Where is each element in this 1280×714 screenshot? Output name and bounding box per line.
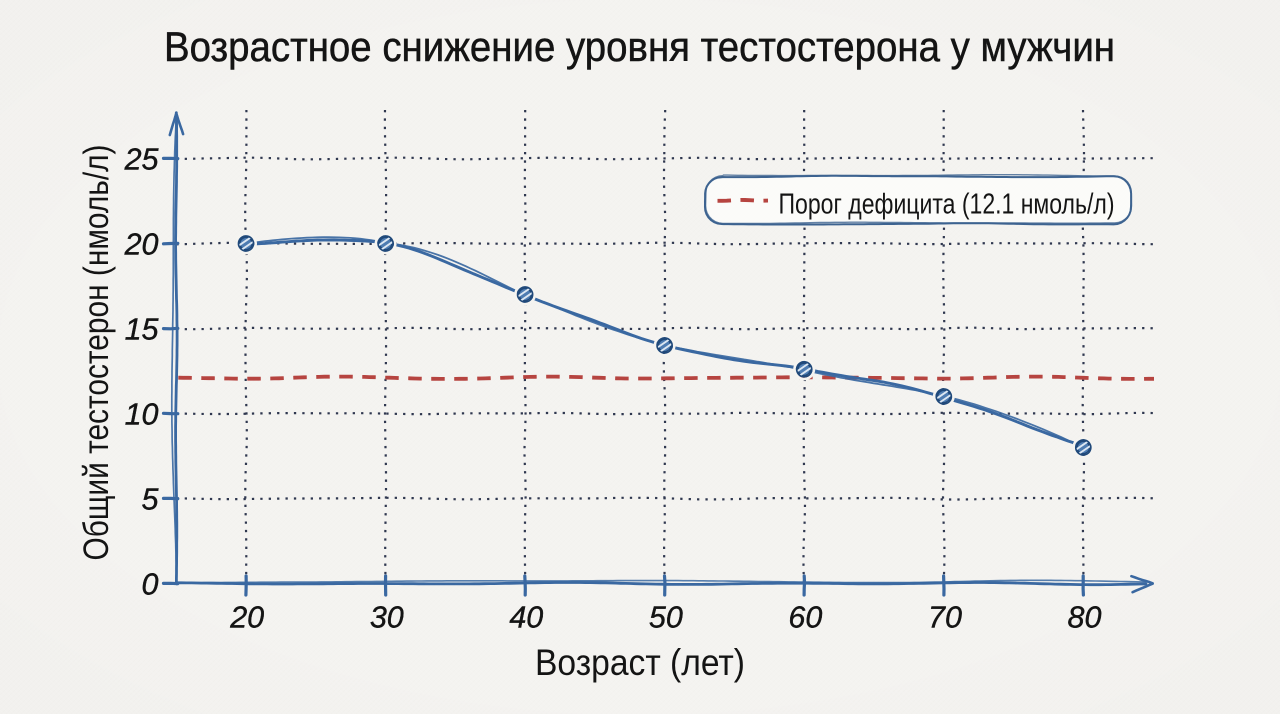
svg-text:40: 40: [509, 601, 543, 635]
svg-text:20: 20: [229, 601, 264, 635]
svg-text:Общий тестостерон (нмоль/л): Общий тестостерон (нмоль/л): [77, 145, 116, 561]
svg-text:Порог дефицита (12.1 нмоль/л): Порог дефицита (12.1 нмоль/л): [779, 189, 1115, 221]
svg-text:60: 60: [788, 601, 822, 635]
svg-text:70: 70: [928, 601, 962, 635]
svg-text:15: 15: [125, 313, 160, 347]
svg-text:20: 20: [124, 228, 159, 262]
svg-text:50: 50: [649, 601, 683, 635]
svg-text:30: 30: [370, 601, 404, 635]
svg-text:0: 0: [142, 568, 159, 602]
svg-text:80: 80: [1068, 601, 1102, 635]
svg-text:Возраст (лет): Возраст (лет): [535, 642, 745, 683]
svg-text:25: 25: [124, 143, 160, 177]
svg-text:5: 5: [142, 483, 160, 517]
svg-text:Возрастное снижение уровня тес: Возрастное снижение уровня тестостерона …: [164, 23, 1115, 70]
svg-text:10: 10: [125, 398, 159, 432]
